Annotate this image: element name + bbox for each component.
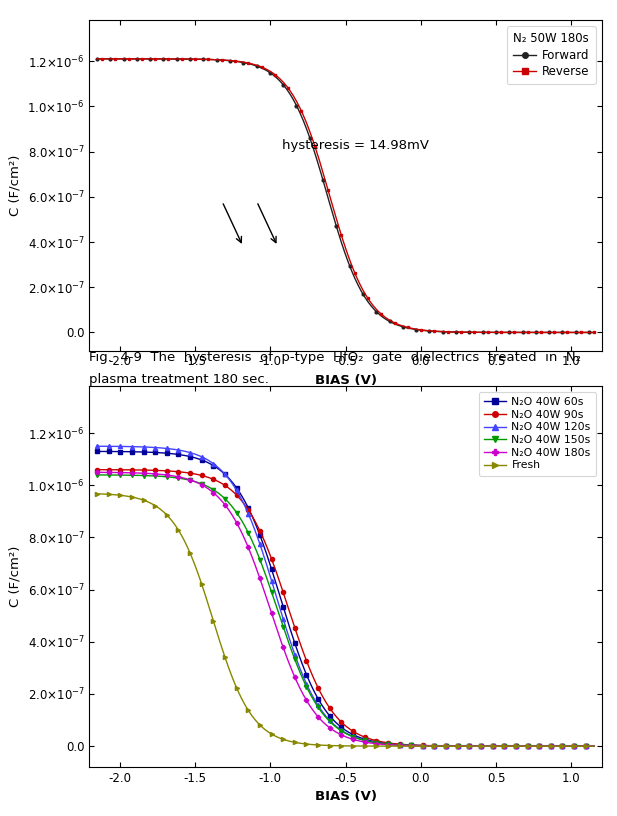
Fresh (93, 489, 101, 499)
Fresh (512, 741, 520, 751)
Reverse (294, 100, 302, 109)
Forward (512, 327, 520, 337)
N₂O 40W 90s (590, 741, 598, 751)
N₂O 40W 120s (397, 740, 405, 750)
Text: hysteresis = 14.98mV: hysteresis = 14.98mV (282, 139, 429, 152)
Forward (93, 54, 101, 64)
Line: N₂O 40W 180s: N₂O 40W 180s (95, 470, 596, 748)
N₂O 40W 150s (95, 470, 102, 480)
Reverse (140, 54, 147, 64)
Reverse (296, 103, 304, 113)
N₂O 40W 120s (544, 741, 551, 751)
N₂O 40W 120s (512, 741, 520, 751)
N₂O 40W 180s (387, 740, 395, 750)
N₂O 40W 150s (544, 741, 551, 751)
N₂O 40W 120s (590, 741, 598, 751)
N₂O 40W 60s (512, 741, 520, 751)
Forward (95, 54, 102, 64)
Fresh (387, 741, 395, 751)
Fresh (590, 741, 598, 751)
N₂O 40W 90s (389, 738, 397, 748)
N₂O 40W 120s (95, 441, 102, 451)
N₂O 40W 60s (397, 740, 405, 750)
Line: N₂O 40W 60s: N₂O 40W 60s (95, 450, 596, 748)
N₂O 40W 120s (93, 441, 101, 451)
Fresh (389, 741, 397, 751)
N₂O 40W 90s (512, 741, 520, 751)
Y-axis label: C (F/cm²): C (F/cm²) (9, 546, 22, 607)
N₂O 40W 60s (387, 739, 395, 749)
Reverse (172, 54, 179, 64)
Line: Fresh: Fresh (95, 492, 596, 748)
Legend: N₂O 40W 60s, N₂O 40W 90s, N₂O 40W 120s, N₂O 40W 150s, N₂O 40W 180s, Fresh: N₂O 40W 60s, N₂O 40W 90s, N₂O 40W 120s, … (479, 392, 596, 476)
N₂O 40W 60s (544, 741, 551, 751)
Forward (544, 327, 551, 337)
Fresh (544, 741, 551, 751)
Line: N₂O 40W 120s: N₂O 40W 120s (95, 444, 596, 748)
N₂O 40W 180s (397, 740, 405, 750)
N₂O 40W 180s (95, 468, 102, 477)
N₂O 40W 180s (544, 741, 551, 751)
N₂O 40W 150s (512, 741, 520, 751)
Reverse (286, 86, 294, 95)
N₂O 40W 180s (389, 740, 397, 750)
N₂O 40W 60s (389, 739, 397, 749)
N₂O 40W 90s (95, 465, 102, 475)
Forward (389, 318, 397, 328)
N₂O 40W 180s (93, 468, 101, 477)
X-axis label: BIAS (V): BIAS (V) (315, 791, 376, 804)
N₂O 40W 150s (397, 740, 405, 750)
N₂O 40W 150s (590, 741, 598, 751)
Forward (397, 322, 405, 331)
Line: N₂O 40W 150s: N₂O 40W 150s (95, 472, 596, 748)
N₂O 40W 120s (387, 739, 395, 749)
Fresh (95, 489, 102, 499)
N₂O 40W 90s (387, 738, 395, 748)
Line: Forward: Forward (96, 57, 595, 334)
Y-axis label: C (F/cm²): C (F/cm²) (9, 155, 22, 216)
N₂O 40W 90s (93, 465, 101, 475)
N₂O 40W 150s (389, 739, 397, 749)
N₂O 40W 150s (93, 470, 101, 480)
Forward (590, 327, 598, 337)
N₂O 40W 60s (590, 741, 598, 751)
Forward (387, 317, 395, 327)
Text: Fig.  4-9  The  hysteresis  of  p-type  HfO₂  gate  dielectrics  treated  in  N₂: Fig. 4-9 The hysteresis of p-type HfO₂ g… (89, 351, 581, 364)
N₂O 40W 90s (397, 739, 405, 749)
N₂O 40W 120s (389, 739, 397, 749)
N₂O 40W 90s (544, 741, 551, 751)
Line: Reverse: Reverse (96, 57, 595, 334)
X-axis label: BIAS (V): BIAS (V) (315, 374, 376, 387)
N₂O 40W 150s (387, 739, 395, 749)
Legend: Forward, Reverse: Forward, Reverse (507, 26, 595, 84)
N₂O 40W 180s (512, 741, 520, 751)
Reverse (590, 327, 598, 337)
Reverse (93, 54, 101, 64)
Text: plasma treatment 180 sec.: plasma treatment 180 sec. (89, 373, 270, 386)
Line: N₂O 40W 90s: N₂O 40W 90s (95, 468, 596, 748)
N₂O 40W 60s (93, 446, 101, 456)
Reverse (589, 327, 596, 337)
Fresh (397, 741, 405, 751)
N₂O 40W 60s (95, 446, 102, 456)
N₂O 40W 180s (590, 741, 598, 751)
